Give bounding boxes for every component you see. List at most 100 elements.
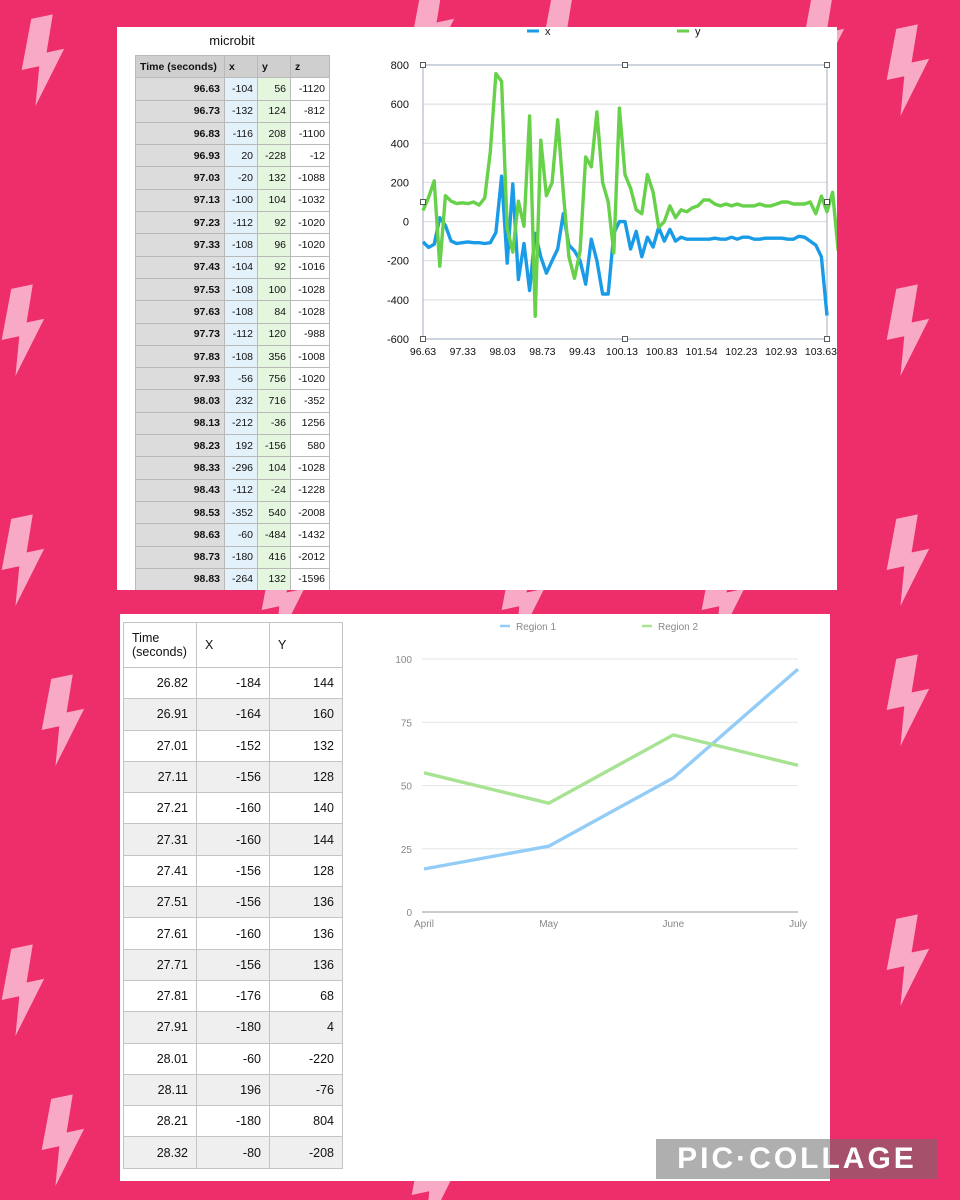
table-cell[interactable]: 804: [269, 1105, 343, 1138]
table-cell[interactable]: -60: [224, 523, 258, 547]
table-cell[interactable]: -156: [196, 948, 270, 981]
table-cell[interactable]: -176: [196, 979, 270, 1013]
table-cell[interactable]: 100: [257, 277, 291, 302]
table-cell[interactable]: 96.73: [135, 99, 225, 123]
column-header[interactable]: z: [290, 54, 330, 79]
table-cell[interactable]: -160: [196, 823, 270, 856]
table-cell[interactable]: 98.13: [135, 411, 225, 436]
table-cell[interactable]: 132: [257, 567, 291, 590]
column-header[interactable]: X: [196, 622, 270, 668]
table-cell[interactable]: -164: [196, 698, 270, 731]
column-header[interactable]: Time (seconds): [123, 622, 197, 668]
table-cell[interactable]: 128: [269, 760, 343, 794]
table-cell[interactable]: 20: [224, 144, 258, 168]
table-cell[interactable]: 26.82: [123, 666, 197, 700]
table-cell[interactable]: 27.91: [123, 1011, 197, 1044]
table-cell[interactable]: -112: [224, 211, 258, 235]
table-cell[interactable]: -100: [224, 188, 258, 213]
table-cell[interactable]: 540: [257, 500, 291, 525]
table-cell[interactable]: -56: [224, 367, 258, 391]
table-cell[interactable]: -156: [196, 886, 270, 919]
table-cell[interactable]: -1020: [290, 211, 330, 235]
table-cell[interactable]: -156: [257, 434, 291, 458]
resize-handle[interactable]: [622, 336, 628, 342]
table-cell[interactable]: 716: [257, 389, 291, 413]
table-cell[interactable]: -156: [196, 760, 270, 794]
table-cell[interactable]: 98.03: [135, 389, 225, 413]
table-cell[interactable]: -1228: [290, 478, 330, 502]
table-cell[interactable]: 84: [257, 300, 291, 324]
table-cell[interactable]: 356: [257, 344, 291, 369]
table-cell[interactable]: -1028: [290, 456, 330, 480]
series-line-region-2[interactable]: [423, 733, 799, 805]
resize-handle[interactable]: [824, 336, 830, 342]
resize-handle[interactable]: [420, 62, 426, 68]
table-cell[interactable]: -1008: [290, 344, 330, 369]
table-cell[interactable]: -160: [196, 917, 270, 950]
table-cell[interactable]: -132: [224, 99, 258, 123]
table-cell[interactable]: 1256: [290, 411, 330, 436]
table-cell[interactable]: -264: [224, 567, 258, 590]
table-cell[interactable]: -1088: [290, 166, 330, 190]
table-cell[interactable]: 27.31: [123, 823, 197, 856]
table-cell[interactable]: -352: [290, 389, 330, 413]
table-cell[interactable]: 98.43: [135, 478, 225, 502]
table-cell[interactable]: 98.73: [135, 545, 225, 569]
table-cell[interactable]: 192: [224, 434, 258, 458]
table-cell[interactable]: -104: [224, 77, 258, 101]
table-cell[interactable]: -160: [196, 792, 270, 825]
table-cell[interactable]: 27.51: [123, 886, 197, 919]
table-cell[interactable]: -116: [224, 121, 258, 146]
table-cell[interactable]: -24: [257, 478, 291, 502]
table-cell[interactable]: 97.23: [135, 211, 225, 235]
table-cell[interactable]: -184: [196, 666, 270, 700]
table-cell[interactable]: -112: [224, 322, 258, 346]
table-cell[interactable]: -12: [290, 144, 330, 168]
table-cell[interactable]: 98.53: [135, 500, 225, 525]
table-cell[interactable]: 27.01: [123, 729, 197, 762]
table-cell[interactable]: 140: [269, 792, 343, 825]
column-header[interactable]: y: [257, 54, 291, 79]
table-cell[interactable]: 92: [257, 211, 291, 235]
table-cell[interactable]: 97.03: [135, 166, 225, 190]
table-cell[interactable]: -1020: [290, 233, 330, 257]
table-cell[interactable]: 28.21: [123, 1105, 197, 1138]
table-cell[interactable]: 96: [257, 233, 291, 257]
table-cell[interactable]: 98.83: [135, 567, 225, 590]
table-cell[interactable]: 27.41: [123, 854, 197, 888]
table-cell[interactable]: 136: [269, 917, 343, 950]
table-cell[interactable]: -1100: [290, 121, 330, 146]
table-cell[interactable]: -76: [269, 1073, 343, 1107]
table-cell[interactable]: 132: [269, 729, 343, 762]
table-cell[interactable]: 27.21: [123, 792, 197, 825]
table-cell[interactable]: 27.11: [123, 760, 197, 794]
table-cell[interactable]: -180: [196, 1011, 270, 1044]
table-cell[interactable]: 97.53: [135, 277, 225, 302]
table-cell[interactable]: 160: [269, 698, 343, 731]
table-cell[interactable]: -108: [224, 277, 258, 302]
column-header[interactable]: x: [224, 54, 258, 79]
table-cell[interactable]: -352: [224, 500, 258, 525]
table-cell[interactable]: -60: [196, 1042, 270, 1075]
table-cell[interactable]: -1020: [290, 367, 330, 391]
table-cell[interactable]: 144: [269, 666, 343, 700]
table-cell[interactable]: 97.73: [135, 322, 225, 346]
series-line-y[interactable]: [421, 71, 837, 318]
table-cell[interactable]: -20: [224, 166, 258, 190]
table-cell[interactable]: -108: [224, 300, 258, 324]
table-cell[interactable]: -1120: [290, 77, 330, 101]
table-cell[interactable]: -180: [224, 545, 258, 569]
table-cell[interactable]: -988: [290, 322, 330, 346]
table-cell[interactable]: -484: [257, 523, 291, 547]
table-cell[interactable]: 98.33: [135, 456, 225, 480]
table-cell[interactable]: 104: [257, 456, 291, 480]
table-cell[interactable]: 208: [257, 121, 291, 146]
column-header[interactable]: Y: [269, 622, 343, 668]
table-cell[interactable]: -212: [224, 411, 258, 436]
table-cell[interactable]: 128: [269, 854, 343, 888]
table-cell[interactable]: -2008: [290, 500, 330, 525]
table-cell[interactable]: -104: [224, 255, 258, 279]
table-cell[interactable]: 97.33: [135, 233, 225, 257]
table-cell[interactable]: 28.32: [123, 1136, 197, 1169]
table-cell[interactable]: -1016: [290, 255, 330, 279]
